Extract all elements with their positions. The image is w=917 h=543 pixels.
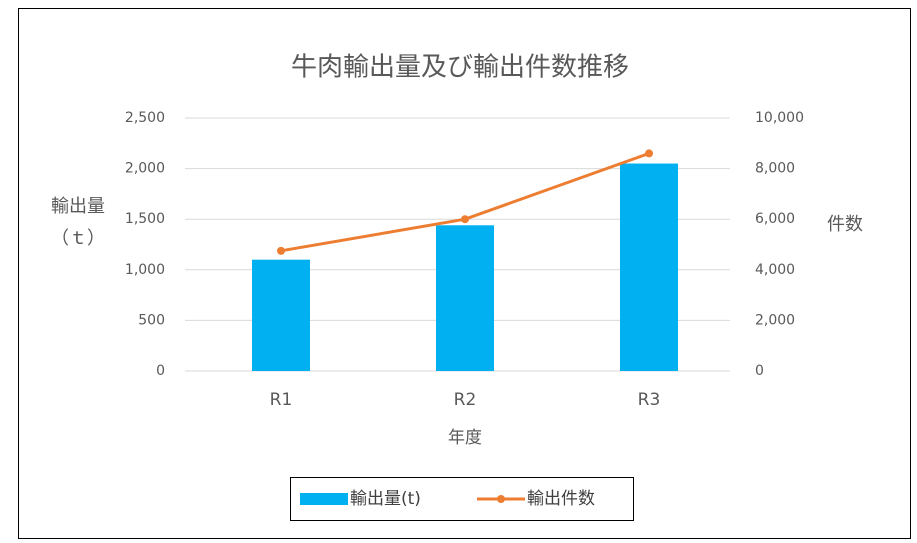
bar [252, 259, 310, 371]
y2-tick-label: 8,000 [755, 161, 795, 177]
y2-axis-label: 件数 [827, 214, 863, 235]
point [461, 215, 469, 224]
chart-title: 牛肉輸出量及び輸出件数推移 [291, 53, 629, 83]
y-tick-label: 2,000 [125, 161, 165, 177]
y2-tick-label: 0 [755, 363, 764, 379]
y2-tick-label: 10,000 [755, 110, 804, 126]
y-tick-label: 500 [138, 312, 165, 328]
legend-label: 輸出件数 [527, 489, 595, 509]
x-tick-label: R1 [270, 390, 293, 410]
point [645, 149, 653, 158]
y2-tick-label: 2,000 [755, 312, 795, 328]
y-axis-label: （ｔ） [51, 228, 105, 249]
x-tick-label: R2 [454, 390, 477, 410]
legend-swatch [497, 495, 505, 503]
y2-tick-label: 6,000 [755, 211, 795, 227]
y2-tick-label: 4,000 [755, 262, 795, 278]
bar [620, 163, 678, 371]
legend-swatch [300, 493, 348, 505]
y-tick-label: 1,500 [125, 211, 165, 227]
y-axis-label: 輸出量 [51, 196, 105, 217]
y-tick-label: 2,500 [125, 110, 165, 126]
legend-label: 輸出量(t) [350, 489, 421, 509]
x-axis-label: 年度 [448, 428, 482, 448]
point [277, 246, 285, 255]
x-tick-label: R3 [638, 390, 661, 410]
y-tick-label: 0 [156, 363, 165, 379]
bar [436, 225, 494, 371]
y-tick-label: 1,000 [125, 262, 165, 278]
